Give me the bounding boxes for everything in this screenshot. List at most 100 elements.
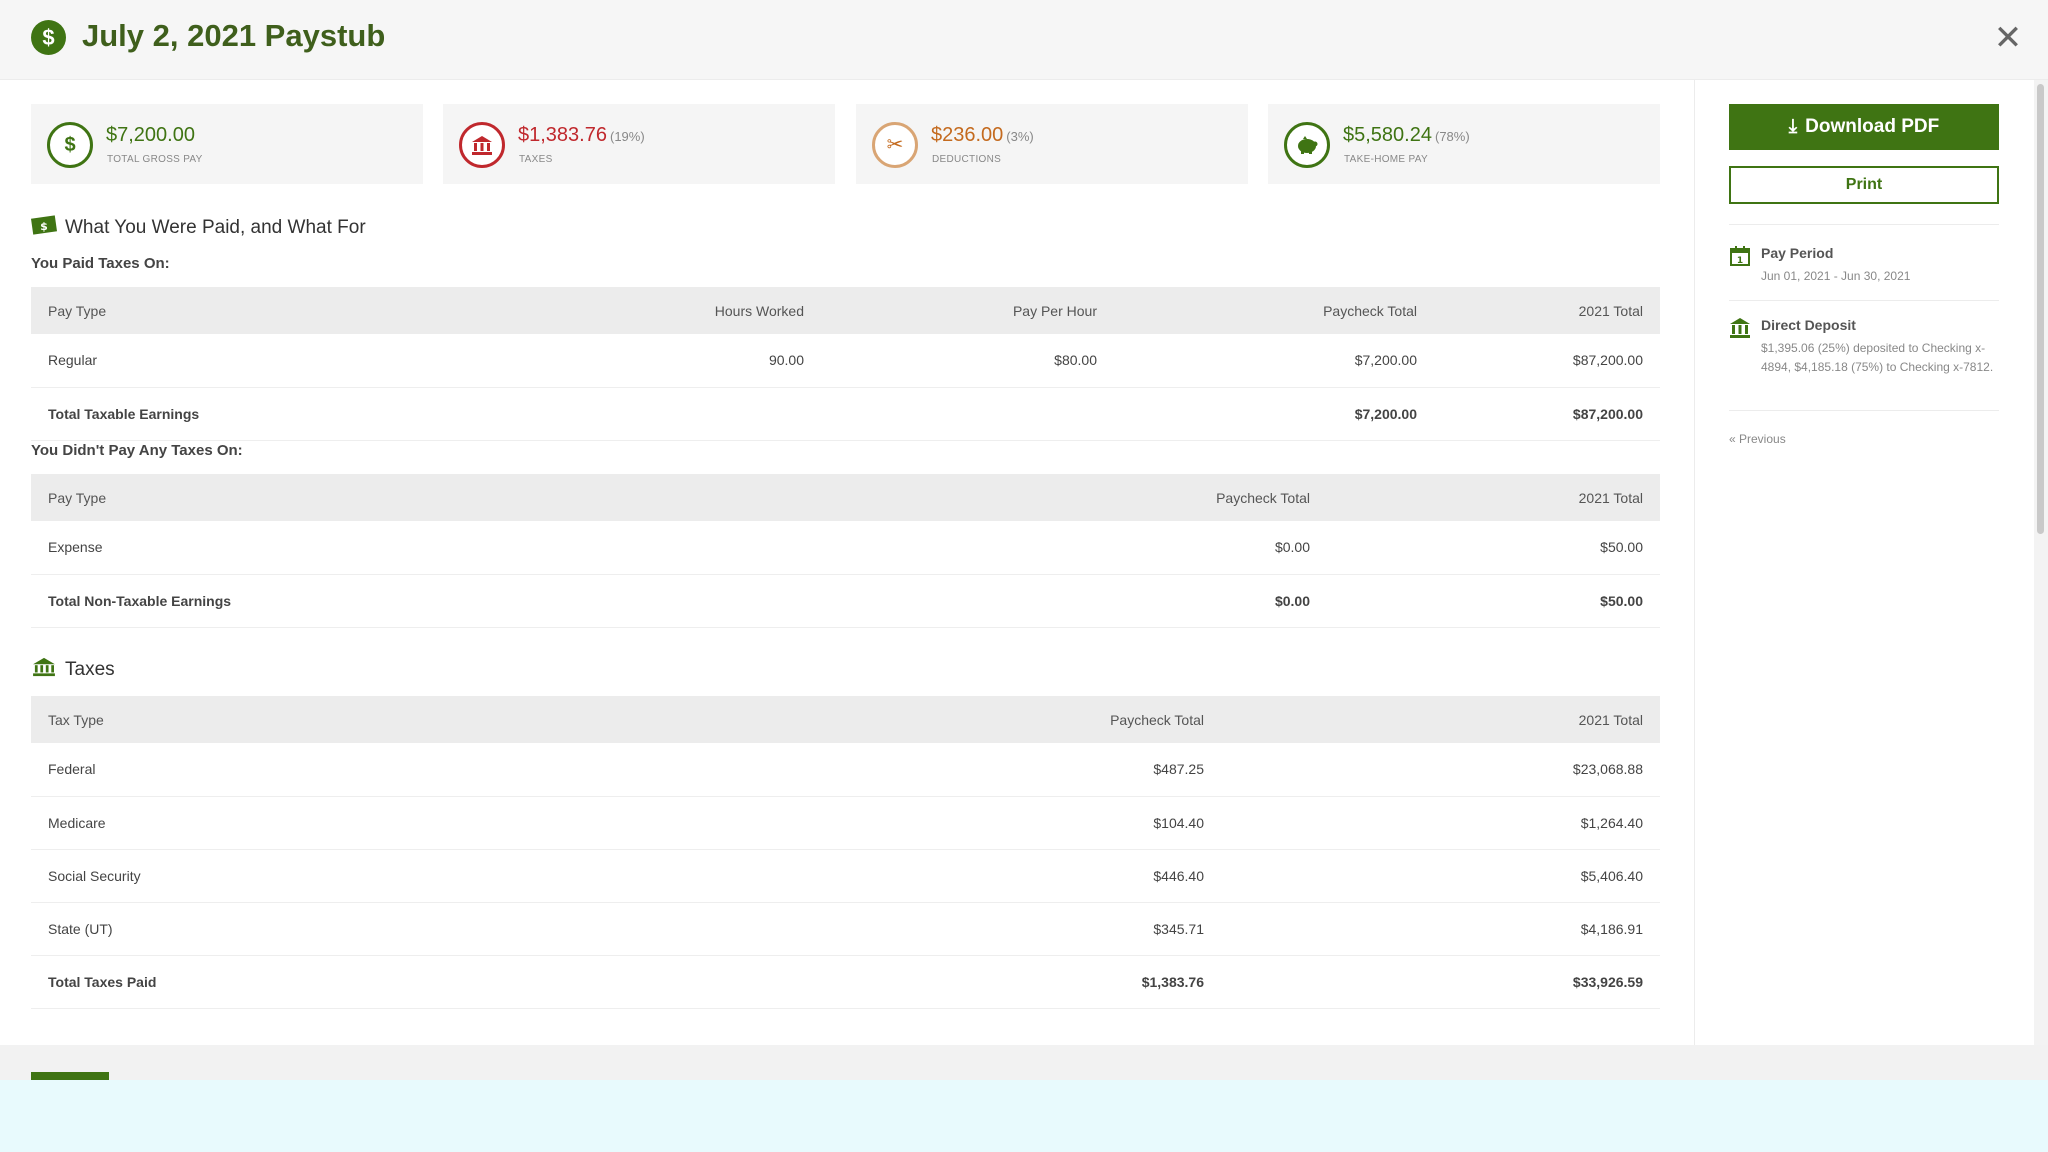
pay-period-title: Pay Period xyxy=(1761,245,1834,261)
column-header: Pay Type xyxy=(31,474,1031,521)
taxes-label: TAXES xyxy=(519,154,553,165)
summary-card-deductions: ✂ $236.00 (3%) DEDUCTIONS xyxy=(856,104,1248,184)
deductions-amount: $236.00 (3%) xyxy=(931,124,1034,146)
column-header: Hours Worked xyxy=(451,287,821,334)
paycheck-cell: $0.00 xyxy=(1031,521,1327,575)
total-paycheck: $1,383.76 xyxy=(1031,955,1221,1009)
close-button[interactable]: ✕ xyxy=(1993,19,2023,57)
ytd-cell: $50.00 xyxy=(1327,521,1660,575)
direct-deposit-title: Direct Deposit xyxy=(1761,317,1856,333)
ytd-cell: $1,264.40 xyxy=(1221,796,1660,850)
column-header: Tax Type xyxy=(31,696,1031,743)
ytd-cell: $87,200.00 xyxy=(1434,334,1660,388)
sidebar-separator xyxy=(1729,224,1999,225)
dollar-circle-icon: $ xyxy=(31,20,66,55)
summary-card-takehome: $5,580.24 (78%) TAKE-HOME PAY xyxy=(1268,104,1660,184)
bank-icon xyxy=(33,657,55,677)
paycheck-cell: $104.40 xyxy=(1031,796,1221,850)
column-header: Paycheck Total xyxy=(1031,696,1221,743)
download-pdf-button[interactable]: ⤓ Download PDF xyxy=(1729,104,1999,150)
rate-cell: $80.00 xyxy=(821,334,1114,388)
table-header-row: Pay Type Paycheck Total 2021 Total xyxy=(31,474,1660,521)
piggy-bank-icon xyxy=(1284,122,1330,168)
column-header: Pay Per Hour xyxy=(821,287,1114,334)
total-label: Total Non-Taxable Earnings xyxy=(31,574,1031,628)
footer-button[interactable] xyxy=(31,1072,109,1080)
pay-type-cell: Regular xyxy=(31,334,451,388)
gross-amount: $7,200.00 xyxy=(106,124,195,146)
money-icon: $ xyxy=(47,122,93,168)
table-row: State (UT) $345.71 $4,186.91 xyxy=(31,902,1660,956)
scrollbar-thumb[interactable] xyxy=(2037,84,2044,534)
paycheck-cell: $7,200.00 xyxy=(1114,334,1434,388)
total-row: Total Non-Taxable Earnings $0.00 $50.00 xyxy=(31,574,1660,628)
pay-type-cell: Expense xyxy=(31,521,1031,575)
download-icon: ⤓ xyxy=(1788,116,1798,137)
sidebar-separator xyxy=(1729,410,1999,411)
total-label: Total Taxes Paid xyxy=(31,955,1031,1009)
svg-text:1: 1 xyxy=(1737,256,1743,266)
total-row: Total Taxable Earnings $7,200.00 $87,200… xyxy=(31,387,1660,441)
footer-bar xyxy=(0,1045,2048,1080)
bank-icon xyxy=(1730,318,1750,338)
paystub-modal: $ July 2, 2021 Paystub ✕ $ $7,200.00 TOT… xyxy=(0,0,2048,1080)
table-header-row: Tax Type Paycheck Total 2021 Total xyxy=(31,696,1660,743)
tax-type-cell: State (UT) xyxy=(31,902,1031,956)
table-row: Medicare $104.40 $1,264.40 xyxy=(31,796,1660,850)
print-button[interactable]: Print xyxy=(1729,166,1999,204)
direct-deposit-info: Direct Deposit $1,395.06 (25%) deposited… xyxy=(1729,317,1999,407)
table-row: Federal $487.25 $23,068.88 xyxy=(31,743,1660,797)
money-bill-icon: $ xyxy=(31,215,57,235)
takehome-label: TAKE-HOME PAY xyxy=(1344,154,1428,165)
column-header: 2021 Total xyxy=(1434,287,1660,334)
paid-section-title: $ What You Were Paid, and What For xyxy=(31,215,366,239)
tax-type-cell: Medicare xyxy=(31,796,1031,850)
total-label: Total Taxable Earnings xyxy=(31,387,451,441)
paycheck-cell: $345.71 xyxy=(1031,902,1221,956)
nontaxed-subheading: You Didn't Pay Any Taxes On: xyxy=(31,442,243,459)
taxed-subheading: You Paid Taxes On: xyxy=(31,255,170,272)
deductions-label: DEDUCTIONS xyxy=(932,154,1002,165)
taxes-amount: $1,383.76 (19%) xyxy=(518,124,645,146)
total-ytd: $50.00 xyxy=(1327,574,1660,628)
total-paycheck: $0.00 xyxy=(1031,574,1327,628)
column-header: Paycheck Total xyxy=(1114,287,1434,334)
table-header-row: Pay Type Hours Worked Pay Per Hour Paych… xyxy=(31,287,1660,334)
ytd-cell: $5,406.40 xyxy=(1221,849,1660,903)
total-row: Total Taxes Paid $1,383.76 $33,926.59 xyxy=(31,955,1660,1009)
sidebar-divider xyxy=(1694,80,1695,1045)
taxes-table: Tax Type Paycheck Total 2021 Total Feder… xyxy=(31,696,1660,1009)
sidebar-separator xyxy=(1729,300,1999,301)
scissors-icon: ✂ xyxy=(872,122,918,168)
ytd-cell: $23,068.88 xyxy=(1221,743,1660,797)
hours-cell: 90.00 xyxy=(451,334,821,388)
tax-type-cell: Social Security xyxy=(31,849,1031,903)
total-paycheck: $7,200.00 xyxy=(1114,387,1434,441)
table-row: Expense $0.00 $50.00 xyxy=(31,521,1660,575)
pay-period-value: Jun 01, 2021 - Jun 30, 2021 xyxy=(1761,269,1911,283)
direct-deposit-value: $1,395.06 (25%) deposited to Checking x-… xyxy=(1761,341,1994,374)
column-header: Paycheck Total xyxy=(1031,474,1327,521)
table-row: Social Security $446.40 $5,406.40 xyxy=(31,849,1660,903)
takehome-amount: $5,580.24 (78%) xyxy=(1343,124,1470,146)
taxed-earnings-table: Pay Type Hours Worked Pay Per Hour Paych… xyxy=(31,287,1660,441)
paycheck-cell: $487.25 xyxy=(1031,743,1221,797)
gross-label: TOTAL GROSS PAY xyxy=(107,154,203,165)
summary-card-taxes: $1,383.76 (19%) TAXES xyxy=(443,104,835,184)
pay-period-info: 1 Pay Period Jun 01, 2021 - Jun 30, 2021 xyxy=(1729,245,1999,305)
taxes-section-title: Taxes xyxy=(31,657,115,681)
column-header: 2021 Total xyxy=(1327,474,1660,521)
summary-card-gross: $ $7,200.00 TOTAL GROSS PAY xyxy=(31,104,423,184)
calendar-icon: 1 xyxy=(1730,246,1750,266)
table-row: Regular 90.00 $80.00 $7,200.00 $87,200.0… xyxy=(31,334,1660,388)
column-header: 2021 Total xyxy=(1221,696,1660,743)
paycheck-cell: $446.40 xyxy=(1031,849,1221,903)
previous-link[interactable]: « Previous xyxy=(1729,432,1786,446)
total-ytd: $33,926.59 xyxy=(1221,955,1660,1009)
modal-title: July 2, 2021 Paystub xyxy=(82,18,386,53)
total-ytd: $87,200.00 xyxy=(1434,387,1660,441)
tax-type-cell: Federal xyxy=(31,743,1031,797)
modal-header: $ July 2, 2021 Paystub ✕ xyxy=(0,0,2048,80)
bank-icon xyxy=(459,122,505,168)
ytd-cell: $4,186.91 xyxy=(1221,902,1660,956)
